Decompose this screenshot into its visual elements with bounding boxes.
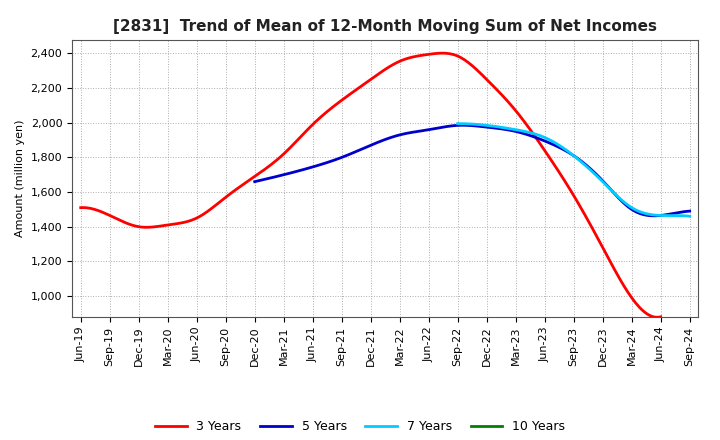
7 Years bbox=[592, 172, 600, 178]
3 Years bbox=[604, 256, 613, 261]
3 Years bbox=[422, 52, 431, 57]
3 Years bbox=[567, 189, 576, 194]
5 Years bbox=[251, 179, 259, 184]
7 Years bbox=[685, 214, 694, 219]
7 Years bbox=[454, 121, 463, 126]
3 Years bbox=[437, 51, 446, 56]
5 Years bbox=[618, 199, 627, 205]
Title: [2831]  Trend of Mean of 12-Month Moving Sum of Net Incomes: [2831] Trend of Mean of 12-Month Moving … bbox=[113, 19, 657, 34]
3 Years bbox=[78, 205, 87, 210]
Y-axis label: Amount (million yen): Amount (million yen) bbox=[15, 119, 25, 237]
7 Years bbox=[664, 213, 672, 218]
5 Years bbox=[685, 209, 694, 214]
7 Years bbox=[649, 212, 657, 217]
5 Years bbox=[252, 179, 261, 184]
3 Years bbox=[431, 51, 440, 56]
Line: 5 Years: 5 Years bbox=[255, 125, 690, 216]
7 Years bbox=[595, 176, 604, 181]
5 Years bbox=[518, 131, 527, 136]
3 Years bbox=[420, 52, 428, 58]
Legend: 3 Years, 5 Years, 7 Years, 10 Years: 3 Years, 5 Years, 7 Years, 10 Years bbox=[150, 415, 570, 438]
5 Years bbox=[646, 213, 654, 218]
3 Years bbox=[657, 314, 665, 319]
Line: 3 Years: 3 Years bbox=[81, 53, 661, 317]
5 Years bbox=[649, 213, 657, 219]
Line: 7 Years: 7 Years bbox=[458, 124, 690, 216]
7 Years bbox=[454, 121, 462, 126]
3 Years bbox=[652, 315, 661, 320]
3 Years bbox=[76, 205, 85, 210]
5 Years bbox=[510, 128, 519, 134]
7 Years bbox=[590, 172, 599, 177]
5 Years bbox=[459, 123, 467, 128]
5 Years bbox=[509, 128, 518, 134]
